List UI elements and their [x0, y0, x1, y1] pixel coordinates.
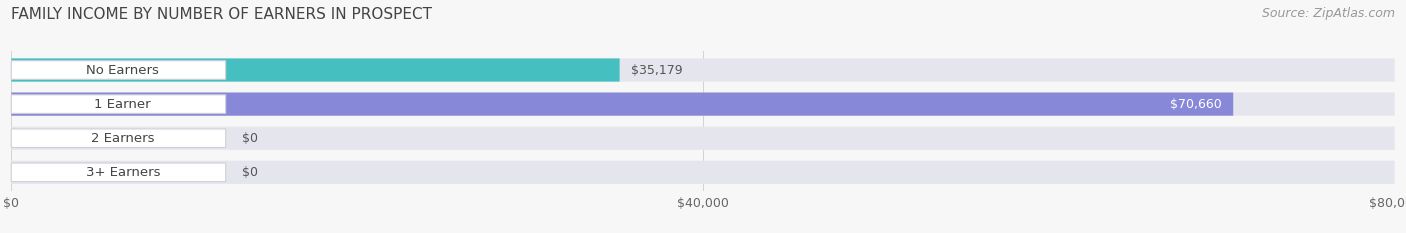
Text: $0: $0	[242, 132, 259, 145]
Text: Source: ZipAtlas.com: Source: ZipAtlas.com	[1261, 7, 1395, 20]
Text: 3+ Earners: 3+ Earners	[86, 166, 160, 179]
Text: 2 Earners: 2 Earners	[91, 132, 155, 145]
FancyBboxPatch shape	[11, 164, 73, 181]
FancyBboxPatch shape	[11, 58, 620, 82]
FancyBboxPatch shape	[11, 58, 1395, 82]
FancyBboxPatch shape	[11, 127, 1395, 150]
Text: FAMILY INCOME BY NUMBER OF EARNERS IN PROSPECT: FAMILY INCOME BY NUMBER OF EARNERS IN PR…	[11, 7, 432, 22]
FancyBboxPatch shape	[11, 93, 1395, 116]
FancyBboxPatch shape	[11, 93, 1233, 116]
Text: No Earners: No Earners	[86, 64, 159, 76]
FancyBboxPatch shape	[11, 61, 226, 79]
FancyBboxPatch shape	[11, 129, 226, 147]
FancyBboxPatch shape	[11, 130, 73, 147]
FancyBboxPatch shape	[11, 95, 226, 113]
FancyBboxPatch shape	[11, 163, 226, 182]
Text: $35,179: $35,179	[631, 64, 682, 76]
Text: 1 Earner: 1 Earner	[94, 98, 150, 111]
FancyBboxPatch shape	[11, 161, 1395, 184]
Text: $0: $0	[242, 166, 259, 179]
Text: $70,660: $70,660	[1170, 98, 1222, 111]
